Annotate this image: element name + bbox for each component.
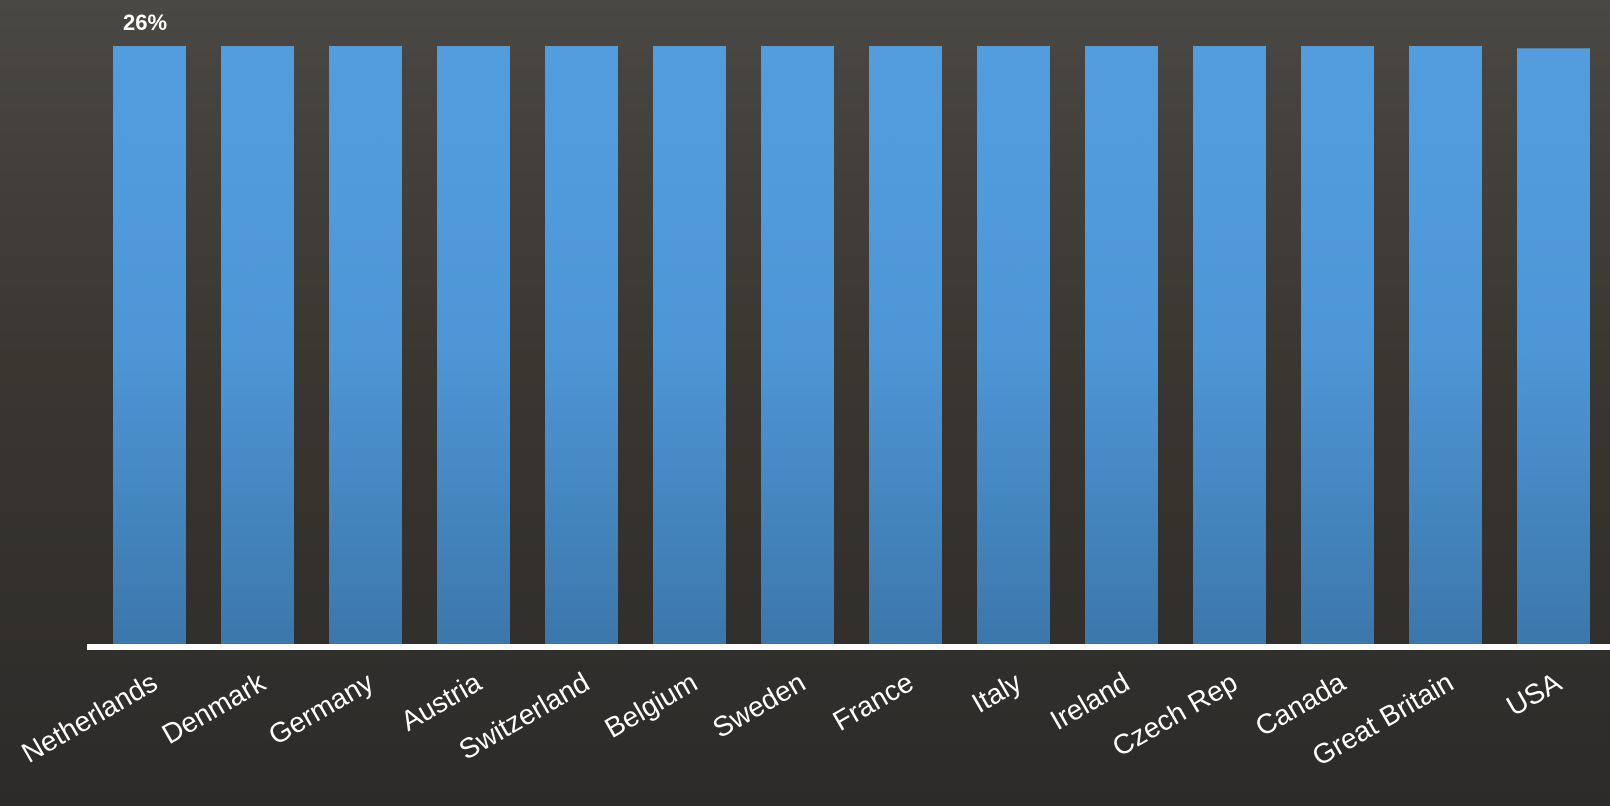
bar [1301, 46, 1374, 644]
bar [1193, 46, 1266, 644]
bar [545, 46, 618, 644]
bar [1517, 48, 1590, 645]
bar [761, 46, 834, 644]
value-label: 26% [123, 10, 167, 35]
bar [977, 46, 1050, 644]
bar [221, 46, 294, 644]
bar [1085, 46, 1158, 644]
bar [113, 46, 186, 644]
bar [437, 46, 510, 644]
baseline [87, 644, 1610, 650]
bar [653, 46, 726, 644]
bar [1409, 46, 1482, 644]
bar [329, 46, 402, 644]
bar [869, 46, 942, 644]
